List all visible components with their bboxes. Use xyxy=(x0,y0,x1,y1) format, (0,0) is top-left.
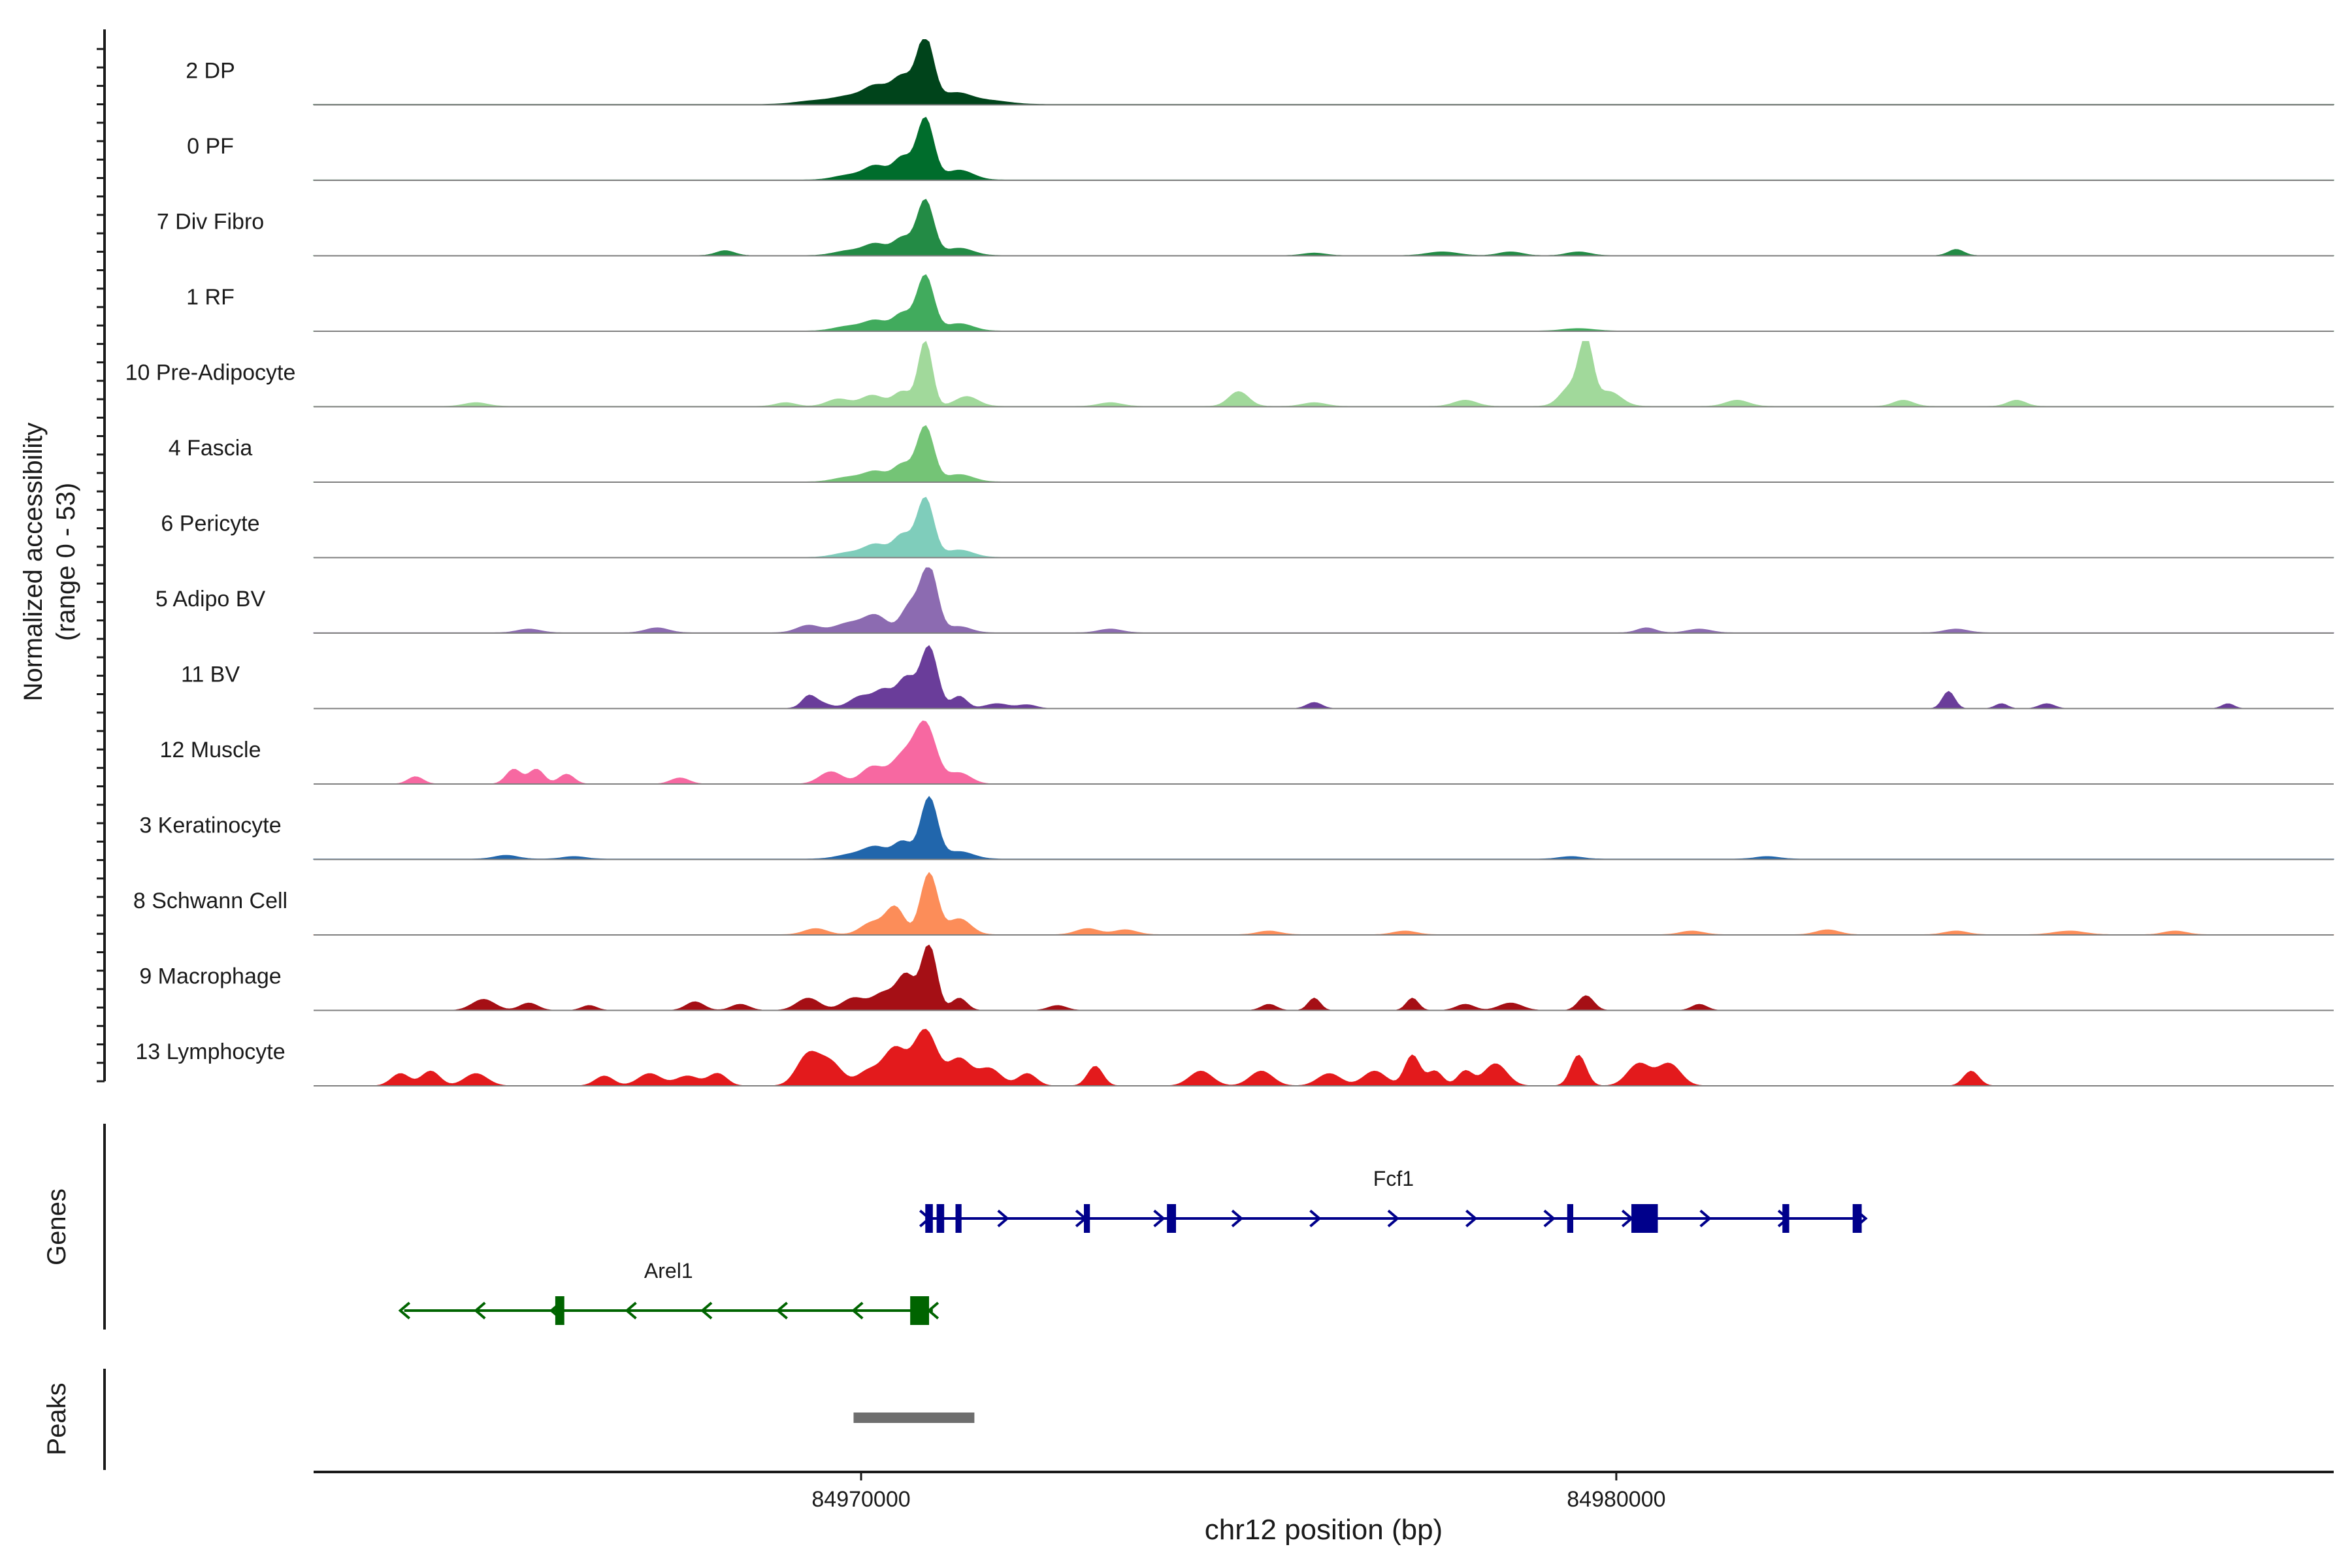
coverage-area xyxy=(313,872,2334,936)
coverage-area xyxy=(314,944,2334,1011)
exon xyxy=(1782,1204,1789,1233)
coverage-track: 11 BV xyxy=(181,645,2334,710)
y-axis-label: Normalized accessibility xyxy=(19,423,48,702)
coverage-track: 10 Pre-Adipocyte xyxy=(125,340,2334,408)
coverage-area xyxy=(314,720,2334,785)
x-axis-label: chr12 position (bp) xyxy=(1205,1514,1443,1546)
coverage-track: 0 PF xyxy=(187,116,2334,181)
strand-arrow xyxy=(1543,1209,1556,1228)
coverage-area xyxy=(313,497,2334,558)
track-label: 12 Muscle xyxy=(160,738,261,762)
track-label: 0 PF xyxy=(187,134,234,159)
strand-arrow xyxy=(1309,1209,1322,1228)
x-axis: 84970000 84980000 xyxy=(314,1471,2334,1512)
coverage-area xyxy=(313,39,2334,105)
track-label: 2 DP xyxy=(186,59,235,84)
coverage-track: 5 Adipo BV xyxy=(155,567,2334,634)
coverage-area xyxy=(313,340,2334,407)
coverage-area xyxy=(313,116,2334,181)
coverage-area xyxy=(313,425,2334,483)
track-label: 9 Macrophage xyxy=(139,964,281,989)
coverage-area xyxy=(313,567,2334,634)
genes-panel: Genes Fcf1 Arel1 xyxy=(42,1124,1868,1330)
strand-arrow xyxy=(625,1301,637,1320)
strand-arrow xyxy=(851,1301,864,1320)
exon xyxy=(555,1296,564,1325)
coverage-area xyxy=(313,796,2334,860)
track-label: 4 Fascia xyxy=(169,436,253,461)
coverage-track: 4 Fascia xyxy=(169,425,2334,483)
strand-arrow xyxy=(1699,1209,1712,1228)
peaks-panel-label: Peaks xyxy=(42,1382,71,1455)
strand-arrow xyxy=(926,1301,939,1320)
track-label: 6 Pericyte xyxy=(161,512,259,536)
coverage-area xyxy=(313,199,2334,256)
coverage-track: 9 Macrophage xyxy=(139,944,2334,1011)
exon xyxy=(955,1204,962,1233)
strand-arrow xyxy=(474,1301,486,1320)
coverage-area xyxy=(313,274,2334,332)
strand-arrow xyxy=(398,1301,411,1320)
coverage-track: 6 Pericyte xyxy=(161,497,2334,559)
coverage-track: 8 Schwann Cell xyxy=(133,872,2334,936)
exon xyxy=(910,1296,930,1325)
y-axis-coverage xyxy=(97,29,106,1083)
track-label: 10 Pre-Adipocyte xyxy=(125,361,296,385)
coverage-track: 3 Keratinocyte xyxy=(139,796,2334,860)
coverage-area xyxy=(314,1028,2334,1086)
track-label: 3 Keratinocyte xyxy=(139,813,281,838)
coverage-track: 7 Div Fibro xyxy=(157,199,2334,257)
track-label: 5 Adipo BV xyxy=(155,587,266,612)
coverage-track: 13 Lymphocyte xyxy=(135,1028,2334,1086)
genes-panel-label: Genes xyxy=(42,1188,71,1266)
exon xyxy=(1631,1204,1658,1233)
track-label: 8 Schwann Cell xyxy=(133,889,287,913)
track-label: 13 Lymphocyte xyxy=(135,1039,285,1064)
strand-arrow xyxy=(776,1301,788,1320)
exon xyxy=(1852,1204,1862,1233)
strand-arrow xyxy=(1465,1209,1478,1228)
exon xyxy=(1084,1204,1090,1233)
exon xyxy=(1567,1204,1574,1233)
coverage-tracks: 2 DP 0 PF 7 Div Fibro 1 RF 10 Pre-Adipocyte 4… xyxy=(125,39,2334,1086)
strand-arrow xyxy=(997,1209,1009,1228)
gene-model: Fcf1 xyxy=(919,1167,1868,1233)
coverage-area xyxy=(314,645,2334,709)
exon xyxy=(925,1204,933,1233)
exon xyxy=(936,1204,945,1233)
x-tick-label: 84970000 xyxy=(811,1487,910,1512)
strand-arrow xyxy=(700,1301,713,1320)
track-label: 7 Div Fibro xyxy=(157,210,264,235)
strand-arrow xyxy=(1387,1209,1399,1228)
strand-arrow xyxy=(1153,1209,1166,1228)
coverage-track: 2 DP xyxy=(186,39,2334,106)
exon xyxy=(1167,1204,1177,1233)
peaks-panel: Peaks xyxy=(42,1369,975,1470)
coverage-track: 1 RF xyxy=(186,274,2334,332)
gene-model: Arel1 xyxy=(398,1259,939,1325)
x-tick-label: 84980000 xyxy=(1567,1487,1665,1512)
track-label: 11 BV xyxy=(181,662,240,687)
peak-region xyxy=(853,1413,975,1423)
gene-label: Arel1 xyxy=(644,1259,693,1282)
strand-arrow xyxy=(1231,1209,1244,1228)
y-axis-range-label: (range 0 - 53) xyxy=(52,483,80,641)
track-label: 1 RF xyxy=(186,285,235,310)
coverage-track: 12 Muscle xyxy=(160,720,2334,785)
gene-label: Fcf1 xyxy=(1373,1167,1414,1190)
